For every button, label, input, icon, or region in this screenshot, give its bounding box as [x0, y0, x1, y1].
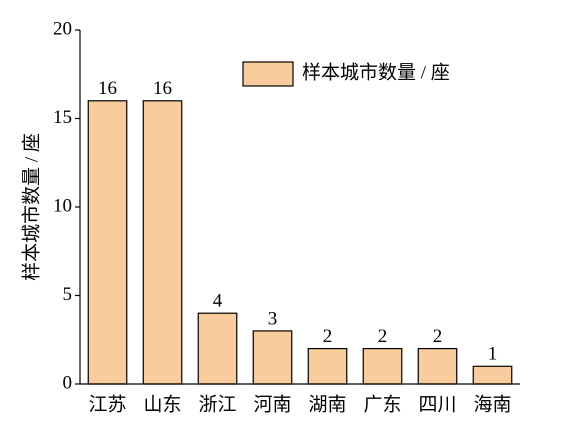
- bar: [362, 348, 403, 385]
- bar: [87, 100, 128, 385]
- x-tick-label: 浙江: [198, 393, 236, 415]
- data-label: 3: [268, 308, 278, 329]
- y-tick-label: 20: [53, 18, 72, 39]
- data-label: 16: [153, 78, 172, 99]
- y-tick-label: 5: [63, 284, 73, 305]
- data-label: 4: [213, 291, 223, 312]
- legend-label: 样本城市数量 / 座: [302, 61, 450, 83]
- y-tick-label: 15: [53, 107, 72, 128]
- bar: [307, 348, 348, 385]
- legend-swatch: [242, 61, 294, 87]
- bar: [417, 348, 458, 385]
- y-axis-label: 样本城市数量 / 座: [20, 133, 42, 281]
- data-label: 2: [433, 326, 443, 347]
- y-tick-label: 0: [63, 372, 73, 393]
- x-tick-label: 河南: [253, 393, 291, 415]
- data-label: 2: [323, 326, 333, 347]
- y-tick-label: 10: [53, 195, 72, 216]
- bar: [142, 100, 183, 385]
- data-label: 2: [378, 326, 388, 347]
- bar: [197, 312, 238, 385]
- x-tick-label: 山东: [143, 393, 181, 415]
- data-label: 16: [98, 78, 117, 99]
- bar: [252, 330, 293, 385]
- x-tick-label: 海南: [473, 393, 511, 415]
- x-tick-label: 湖南: [308, 393, 346, 415]
- bar: [472, 365, 513, 385]
- data-label: 1: [488, 344, 498, 365]
- x-tick-label: 江苏: [88, 393, 126, 415]
- x-tick-label: 广东: [363, 393, 401, 415]
- x-tick-label: 四川: [418, 394, 456, 415]
